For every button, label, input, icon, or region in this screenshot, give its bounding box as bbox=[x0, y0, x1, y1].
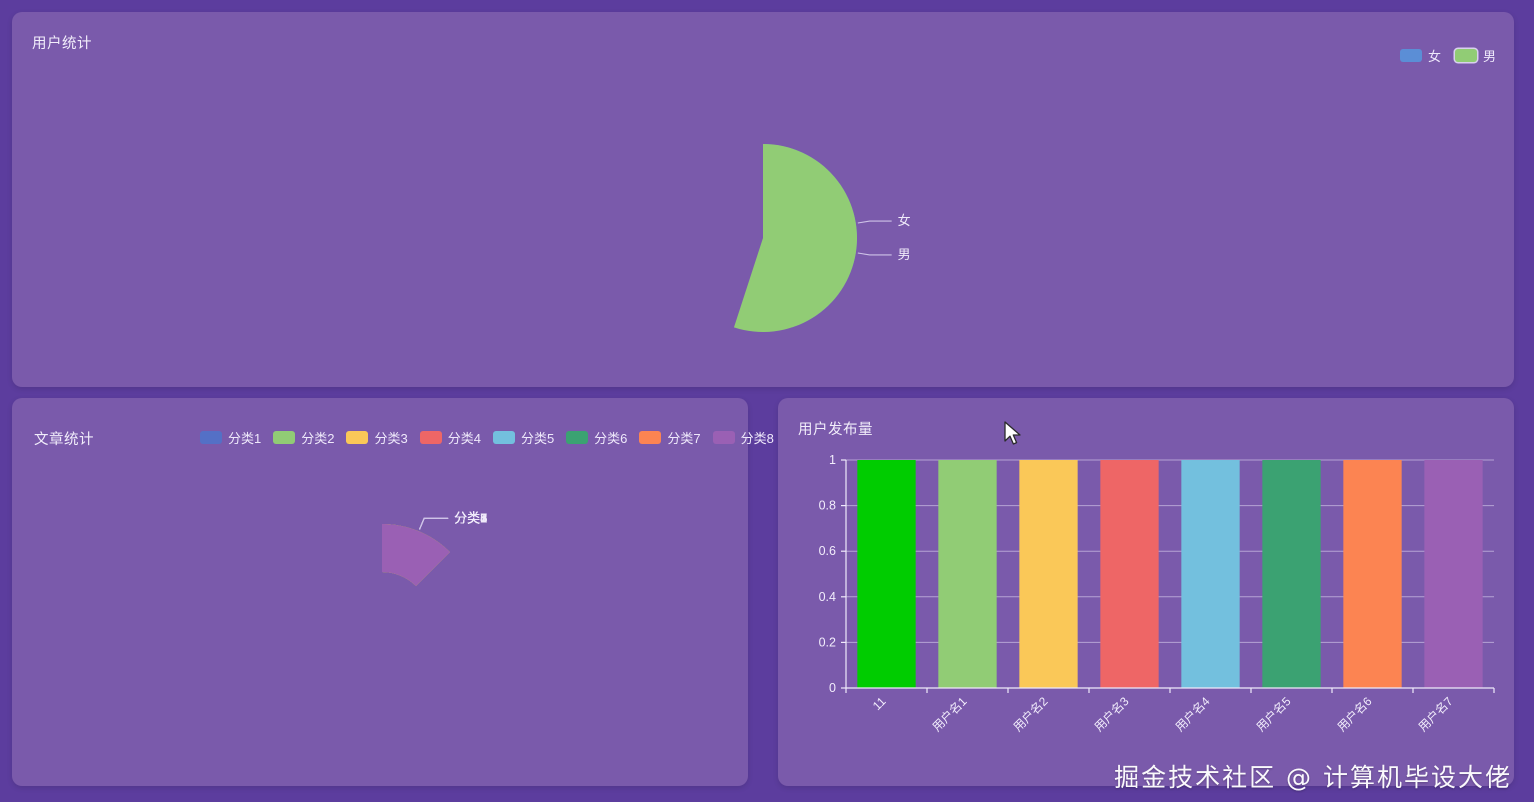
x-axis-label: 用户名4 bbox=[1172, 693, 1213, 734]
legend-label: 分类6 bbox=[594, 431, 628, 446]
pie-leader-line bbox=[857, 252, 892, 256]
pie-slice-label: 女 bbox=[898, 213, 911, 228]
legend-item[interactable]: 男 bbox=[1454, 46, 1496, 65]
y-axis-label: 0 bbox=[829, 681, 836, 695]
x-axis-label: 用户名2 bbox=[1010, 693, 1051, 734]
pie-slice-label: 分类2 bbox=[454, 510, 487, 525]
x-axis-label: 11 bbox=[870, 694, 889, 713]
pie-slice-label: 男 bbox=[898, 247, 911, 262]
pie-slice-label: 分类5 bbox=[454, 510, 487, 525]
legend-swatch bbox=[200, 431, 222, 444]
user-posts-title: 用户发布量 bbox=[798, 422, 873, 438]
pie-slice-label: 分类1 bbox=[454, 510, 487, 525]
user-posts-card: 用户发布量 0 0.2 0.4 0.6 0.8 1 11 用户名1 用户名2 用户名3 用户名4 用户… bbox=[778, 398, 1514, 786]
legend-item[interactable]: 分类8 bbox=[712, 428, 774, 447]
legend-swatch bbox=[639, 431, 662, 444]
legend-label: 分类4 bbox=[447, 431, 481, 446]
pie-slice-label: 分类7 bbox=[454, 510, 487, 525]
legend-item[interactable]: 分类6 bbox=[566, 428, 627, 447]
gender-pie-chart: 女男 bbox=[733, 144, 911, 332]
y-axis-label: 0.4 bbox=[819, 590, 836, 604]
legend-swatch bbox=[346, 431, 369, 444]
bar[interactable] bbox=[1262, 460, 1321, 688]
legend-swatch bbox=[1399, 49, 1422, 62]
y-axis-label: 0.6 bbox=[819, 544, 836, 558]
legend-swatch bbox=[273, 431, 296, 444]
legend-item[interactable]: 分类1 bbox=[200, 428, 261, 447]
pie-slice[interactable] bbox=[382, 524, 450, 587]
legend-label: 分类7 bbox=[667, 431, 701, 446]
bar[interactable] bbox=[1343, 460, 1402, 688]
bar[interactable] bbox=[1100, 460, 1159, 688]
watermark-text: 掘金技术社区 @ 计算机毕设大佬 bbox=[1114, 763, 1512, 792]
bar[interactable] bbox=[1181, 460, 1240, 688]
legend-swatch bbox=[1454, 49, 1477, 62]
legend-item[interactable]: 分类5 bbox=[492, 428, 555, 447]
legend-swatch bbox=[419, 431, 442, 444]
legend-item[interactable]: 分类4 bbox=[419, 428, 481, 447]
legend-item[interactable]: 分类3 bbox=[346, 428, 408, 447]
x-axis-label: 用户名7 bbox=[1415, 693, 1456, 734]
pie-leader-line bbox=[857, 220, 892, 224]
pie-slice-label: 分类8 bbox=[454, 510, 487, 525]
bar[interactable] bbox=[1424, 460, 1483, 688]
bar[interactable] bbox=[938, 460, 997, 688]
legend-item[interactable]: 分类2 bbox=[273, 428, 334, 447]
legend-label: 女 bbox=[1427, 49, 1441, 64]
gender-legend: 女男 bbox=[1399, 46, 1496, 65]
legend-label: 分类1 bbox=[228, 431, 262, 446]
article-stats-title: 文章统计 bbox=[34, 432, 94, 448]
y-axis-label: 0.8 bbox=[819, 499, 836, 513]
pie-leader-line bbox=[418, 517, 449, 530]
legend-label: 分类3 bbox=[374, 431, 408, 446]
x-axis-label: 用户名3 bbox=[1091, 693, 1132, 734]
pie-slice-label: 分类6 bbox=[454, 510, 487, 525]
pie-slice-label: 分类4 bbox=[454, 510, 487, 525]
user-stats-card: 用户统计 女男 女男 bbox=[12, 12, 1514, 387]
y-axis-label: 1 bbox=[829, 453, 836, 467]
article-stats-card: 文章统计 分类1 分类2 分类3 分类4 分类5 分类6 分类7 分类8 分类1 分类2 分类3 分… bbox=[12, 398, 774, 786]
bar[interactable] bbox=[857, 460, 916, 688]
x-axis-label: 用户名6 bbox=[1334, 693, 1375, 734]
bar[interactable] bbox=[1019, 460, 1078, 688]
legend-swatch bbox=[712, 431, 735, 444]
legend-item[interactable]: 女 bbox=[1399, 46, 1441, 65]
x-axis-label: 用户名1 bbox=[929, 693, 970, 734]
legend-label: 分类5 bbox=[520, 431, 555, 446]
user-stats-title: 用户统计 bbox=[32, 36, 92, 52]
legend-swatch bbox=[566, 431, 589, 444]
pie-slice-label: 分类3 bbox=[454, 510, 487, 525]
legend-item[interactable]: 分类7 bbox=[639, 428, 701, 447]
category-legend: 分类1 分类2 分类3 分类4 分类5 分类6 分类7 分类8 bbox=[200, 428, 774, 447]
legend-swatch bbox=[492, 431, 515, 444]
pie-slice[interactable] bbox=[733, 144, 858, 332]
legend-label: 分类2 bbox=[301, 431, 335, 446]
y-axis-label: 0.2 bbox=[819, 635, 836, 649]
x-axis-label: 用户名5 bbox=[1253, 693, 1294, 734]
legend-label: 分类8 bbox=[740, 431, 774, 446]
legend-label: 男 bbox=[1482, 49, 1496, 64]
